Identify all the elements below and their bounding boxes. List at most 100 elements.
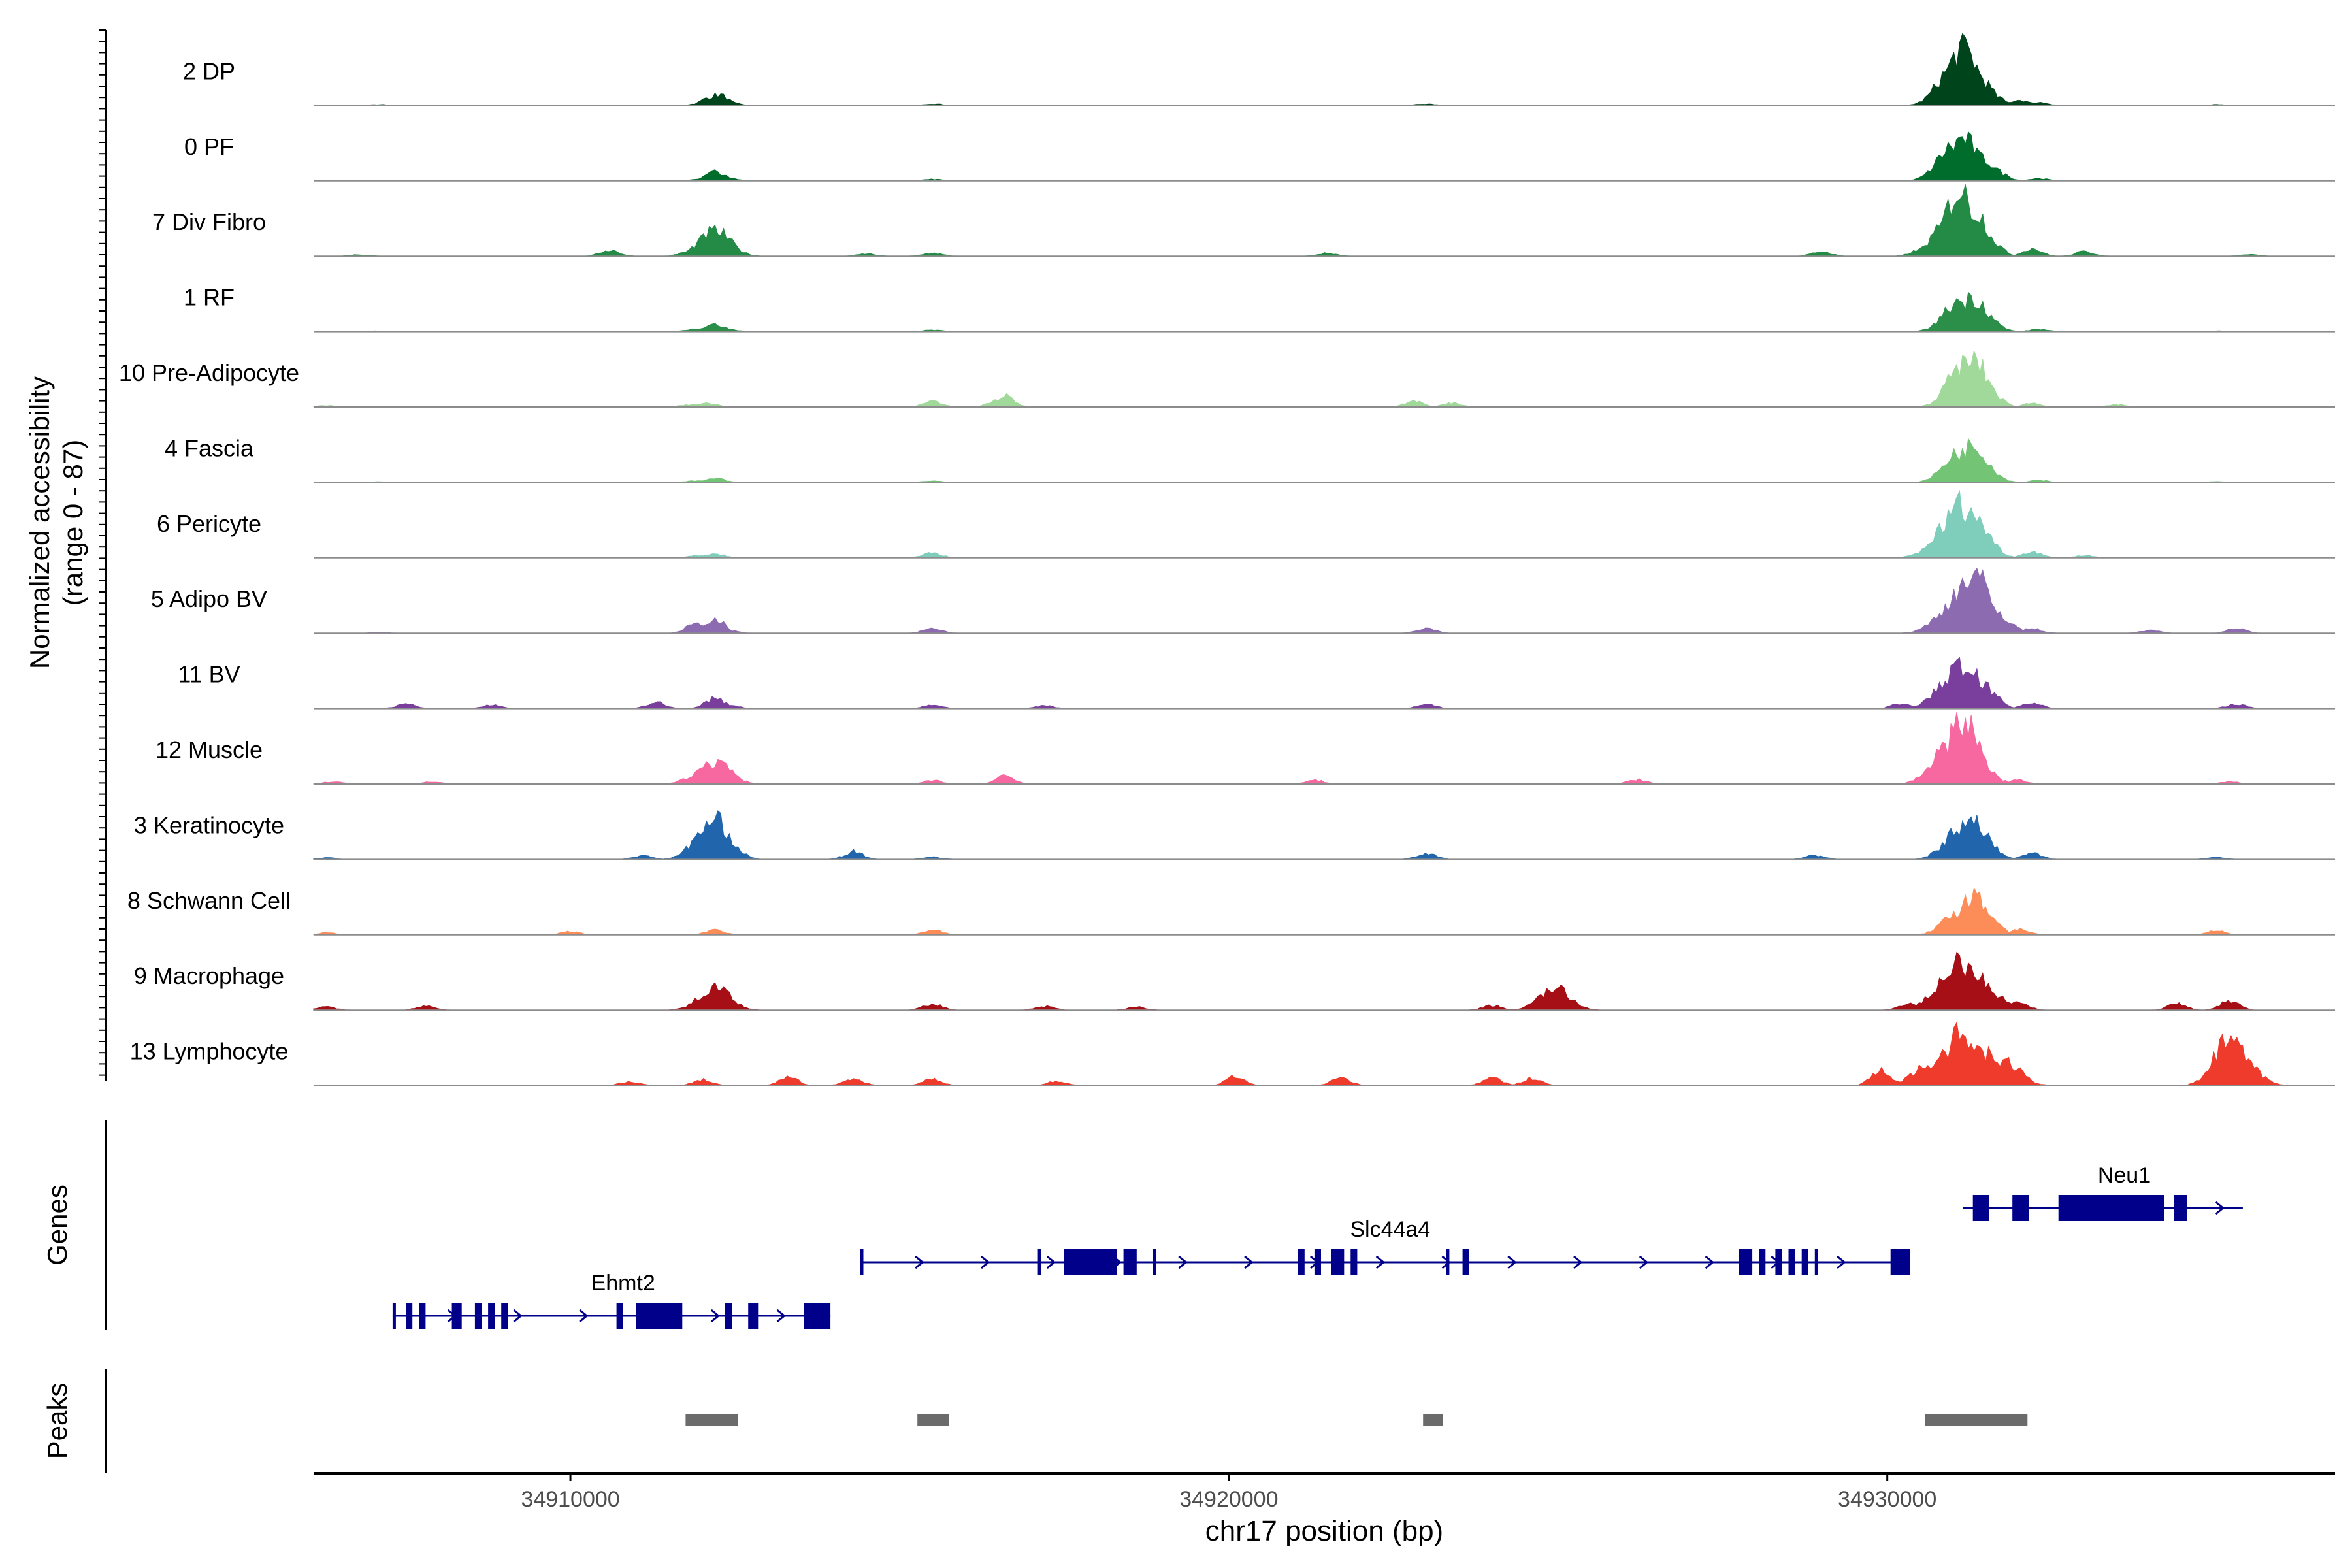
gene-neu1: Neu1 <box>1963 1163 2243 1221</box>
gene-exon <box>392 1303 396 1329</box>
x-axis-tick-label: 34920000 <box>1179 1487 1278 1512</box>
track-10-pre-adipocyte: 10 Pre-Adipocyte <box>119 350 2335 408</box>
x-axis-ticks: 34910000 34920000 34930000 <box>521 1473 1936 1512</box>
track-label: 1 RF <box>184 284 235 311</box>
gene-exon <box>1037 1249 1041 1275</box>
gene-exon <box>1314 1249 1321 1275</box>
peak-region <box>685 1414 738 1426</box>
strand-arrow-icon <box>1639 1255 1649 1269</box>
track-label: 6 Pericyte <box>157 510 261 537</box>
gene-label: Neu1 <box>2098 1163 2151 1188</box>
track-label: 2 DP <box>183 57 235 84</box>
track-0-pf: 0 PF <box>184 131 2335 182</box>
gene-exon <box>1788 1249 1795 1275</box>
track-6-pericyte: 6 Pericyte <box>157 489 2335 559</box>
track-2-dp: 2 DP <box>183 33 2335 106</box>
gene-exon <box>804 1303 831 1329</box>
track-label: 8 Schwann Cell <box>127 887 291 914</box>
strand-arrow-icon <box>1705 1255 1714 1269</box>
strand-arrow-icon <box>1375 1255 1386 1269</box>
track-label: 11 BV <box>178 661 240 688</box>
gene-exon <box>2058 1195 2164 1221</box>
strand-arrow-icon <box>1244 1255 1254 1269</box>
track-label: 5 Adipo BV <box>151 585 267 612</box>
gene-exon <box>748 1303 759 1329</box>
strand-arrow-icon <box>1573 1255 1583 1269</box>
strand-arrow-icon <box>579 1309 589 1323</box>
track-label: 10 Pre-Adipocyte <box>119 359 299 386</box>
genes-panel-label: Genes <box>42 1184 73 1266</box>
peak-region <box>1925 1414 2028 1426</box>
peak-region <box>1423 1414 1443 1426</box>
gene-exon <box>451 1303 462 1329</box>
gene-exon <box>1890 1249 1910 1275</box>
track-3-keratinocyte: 3 Keratinocyte <box>134 810 2335 860</box>
track-label: 13 Lymphocyte <box>130 1038 289 1065</box>
track-5-adipo-bv: 5 Adipo BV <box>151 567 2335 634</box>
gene-exon <box>474 1303 482 1329</box>
track-12-muscle: 12 Muscle <box>155 711 2335 785</box>
gene-exon <box>1064 1249 1117 1275</box>
track-label: 3 Keratinocyte <box>134 811 284 838</box>
track-label: 9 Macrophage <box>134 962 284 989</box>
gene-exon <box>725 1303 732 1329</box>
peaks-panel-label: Peaks <box>42 1383 73 1460</box>
strand-arrow-icon <box>710 1309 721 1323</box>
track-13-lymphocyte: 13 Lymphocyte <box>130 1021 2335 1086</box>
track-label: 7 Div Fibro <box>152 208 266 235</box>
strand-arrow-icon <box>981 1255 990 1269</box>
gene-exon <box>1298 1249 1305 1275</box>
gene-exon <box>860 1249 864 1275</box>
track-label: 12 Muscle <box>155 736 263 763</box>
gene-exon <box>1775 1249 1782 1275</box>
coverage-tracks: 2 DP 0 PF 7 Div Fibro 1 RF 10 Pre-Adipocyte 4… <box>119 33 2335 1086</box>
track-4-fascia: 4 Fascia <box>165 434 2335 483</box>
y-axis-label-line2: (range 0 - 87) <box>57 440 88 606</box>
strand-arrow-icon <box>776 1309 786 1323</box>
x-axis-tick-label: 34910000 <box>521 1487 619 1512</box>
x-axis-label: chr17 position (bp) <box>1205 1515 1443 1547</box>
x-axis-tick-label: 34930000 <box>1838 1487 1936 1512</box>
strand-arrow-icon <box>1046 1255 1056 1269</box>
strand-arrow-icon <box>915 1255 924 1269</box>
gene-exon <box>1801 1249 1808 1275</box>
gene-exon <box>419 1303 426 1329</box>
gene-exon <box>1972 1195 1989 1221</box>
gene-exon <box>1446 1249 1450 1275</box>
gene-exon <box>501 1303 508 1329</box>
track-8-schwann-cell: 8 Schwann Cell <box>127 887 2335 936</box>
gene-exon <box>2174 1195 2187 1221</box>
gene-exon <box>1739 1249 1753 1275</box>
peak-regions <box>685 1414 2028 1426</box>
gene-label: Slc44a4 <box>1350 1217 1430 1242</box>
strand-arrow-icon <box>1178 1255 1188 1269</box>
gene-exon <box>1814 1249 1818 1275</box>
gene-models: Ehmt2 Slc44a4 Neu1 <box>392 1163 2243 1329</box>
track-1-rf: 1 RF <box>184 284 2335 333</box>
y-axis-label-line1: Normalized accessibility <box>24 376 55 669</box>
track-11-bv: 11 BV <box>178 657 2335 710</box>
gene-exon <box>1123 1249 1137 1275</box>
gene-exon <box>1153 1249 1156 1275</box>
track-label: 4 Fascia <box>165 434 254 461</box>
gene-exon <box>636 1303 683 1329</box>
gene-exon <box>1759 1249 1766 1275</box>
coverage-y-axis-ticks <box>99 29 106 1076</box>
gene-exon <box>1331 1249 1345 1275</box>
strand-arrow-icon <box>1441 1255 1451 1269</box>
track-label: 0 PF <box>184 133 234 160</box>
gene-exon <box>488 1303 495 1329</box>
strand-arrow-icon <box>513 1309 523 1323</box>
gene-exon <box>2012 1195 2029 1221</box>
strand-arrow-icon <box>2215 1201 2225 1215</box>
gene-exon <box>1462 1249 1469 1275</box>
gene-exon <box>1350 1249 1358 1275</box>
gene-exon <box>406 1303 413 1329</box>
peak-region <box>917 1414 949 1426</box>
gene-ehmt2: Ehmt2 <box>392 1271 831 1329</box>
strand-arrow-icon <box>1837 1255 1846 1269</box>
gene-exon <box>616 1303 623 1329</box>
track-7-div-fibro: 7 Div Fibro <box>152 184 2335 257</box>
track-9-macrophage: 9 Macrophage <box>134 951 2335 1011</box>
